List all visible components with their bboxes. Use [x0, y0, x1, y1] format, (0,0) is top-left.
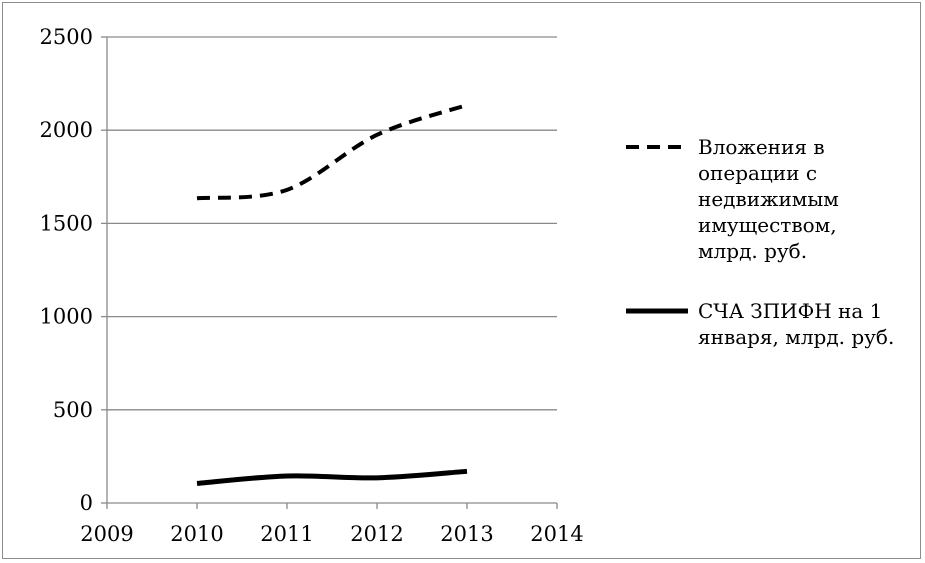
tick-labels: 0 500 1000 1500 2000 2500 2009 2010 2011 2012 2013… — [40, 25, 584, 546]
legend-label-line: млрд. руб. — [698, 239, 807, 263]
x-tick-label: 2014 — [530, 522, 583, 546]
y-tick-label: 1000 — [40, 305, 93, 329]
x-tick-label: 2009 — [80, 522, 133, 546]
legend: Вложения в операции с недвижимым имуществом… — [626, 135, 894, 349]
y-tick-label: 2500 — [40, 25, 93, 49]
y-tick-label: 2000 — [40, 118, 93, 142]
legend-label-line: недвижимым — [698, 187, 839, 211]
y-tick-label: 0 — [80, 491, 93, 515]
legend-label-line: Вложения в — [698, 135, 825, 159]
axes — [101, 36, 558, 509]
series-line-1 — [196, 103, 468, 201]
legend-label-line: января, млрд. руб. — [698, 325, 894, 349]
legend-label-2: СЧА ЗПИФН на 1 января, млрд. руб. — [698, 299, 894, 349]
y-tick-label: 500 — [53, 398, 93, 422]
gridlines — [107, 36, 557, 411]
x-tick-label: 2011 — [260, 522, 313, 546]
x-tick-label: 2010 — [170, 522, 223, 546]
legend-label-line: СЧА ЗПИФН на 1 — [698, 299, 882, 323]
legend-label-line: операции с — [698, 161, 817, 185]
legend-label-1: Вложения в операции с недвижимым имуществом… — [698, 135, 839, 263]
y-tick-label: 1500 — [40, 211, 93, 235]
x-tick-label: 2012 — [350, 522, 403, 546]
series-lines — [196, 103, 468, 486]
legend-label-line: имуществом, — [698, 213, 837, 237]
series-line-2 — [196, 468, 468, 486]
x-tick-label: 2013 — [440, 522, 493, 546]
